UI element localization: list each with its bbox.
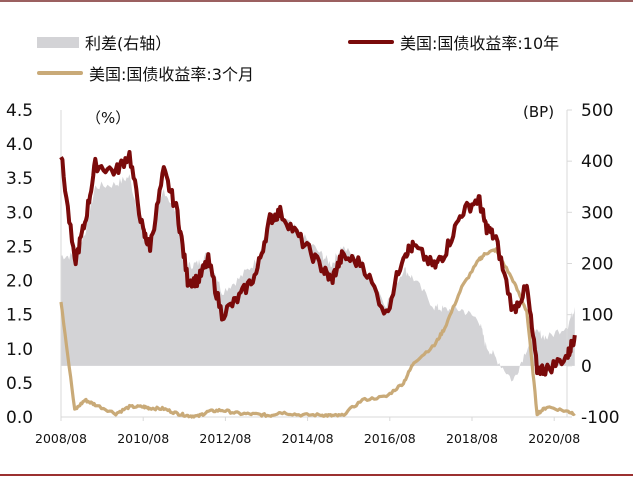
x-tick-label: 2016/08 [364, 431, 416, 446]
right-tick-label: -100 [581, 408, 620, 428]
us10y-swatch [348, 40, 394, 44]
right-tick-label: 500 [581, 101, 613, 121]
left-tick-label: 2.5 [6, 237, 33, 257]
us10y-line [59, 150, 577, 377]
x-tick-label: 2010/08 [117, 431, 169, 446]
bottom-border [0, 474, 633, 476]
x-tick-label: 2018/08 [446, 431, 498, 446]
legend-item-us10y: 美国:国债收益率:10年 [348, 30, 559, 54]
x-tick-label: 2020/08 [528, 431, 580, 446]
us3m-line [59, 247, 576, 419]
right-tick-label: 0 [581, 357, 592, 377]
x-tick-label: 2014/08 [282, 431, 334, 446]
tick-labels: （%） (BP) 4.5 4.0 3.5 3.0 2.5 2.0 1.5 1.0 0.5 0.0 5… [6, 101, 620, 446]
left-tick-label: 4.0 [6, 135, 33, 155]
right-tick-label: 400 [581, 152, 613, 172]
left-tick-label: 3.5 [6, 169, 33, 189]
right-axis-unit: (BP) [523, 103, 554, 121]
spread-area [61, 174, 575, 382]
right-tick-label: 200 [581, 255, 613, 275]
us3m-swatch [37, 71, 83, 75]
left-tick-label: 2.0 [6, 272, 33, 292]
top-border [0, 0, 633, 2]
left-tick-label: 3.0 [6, 203, 33, 223]
x-tick-label: 2012/08 [199, 431, 251, 446]
legend-label-spread: 利差(右轴） [85, 34, 172, 53]
legend-item-us3m: 美国:国债收益率:3个月 [37, 61, 254, 85]
legend-item-spread: 利差(右轴） [37, 30, 171, 54]
legend-label-us10y: 美国:国债收益率:10年 [400, 34, 560, 53]
left-tick-label: 1.0 [6, 340, 33, 360]
left-tick-label: 4.5 [6, 101, 33, 121]
x-tick-label: 2008/08 [35, 431, 87, 446]
spread-area-path [61, 174, 575, 382]
spread-swatch [37, 36, 79, 48]
right-tick-label: 300 [581, 203, 613, 223]
left-tick-label: 0.5 [6, 374, 33, 394]
left-axis-unit: （%） [86, 109, 130, 127]
left-tick-label: 1.5 [6, 306, 33, 326]
right-tick-label: 100 [581, 306, 613, 326]
series-lines [59, 150, 577, 419]
legend-label-us3m: 美国:国债收益率:3个月 [89, 65, 254, 84]
left-tick-label: 0.0 [6, 408, 33, 428]
